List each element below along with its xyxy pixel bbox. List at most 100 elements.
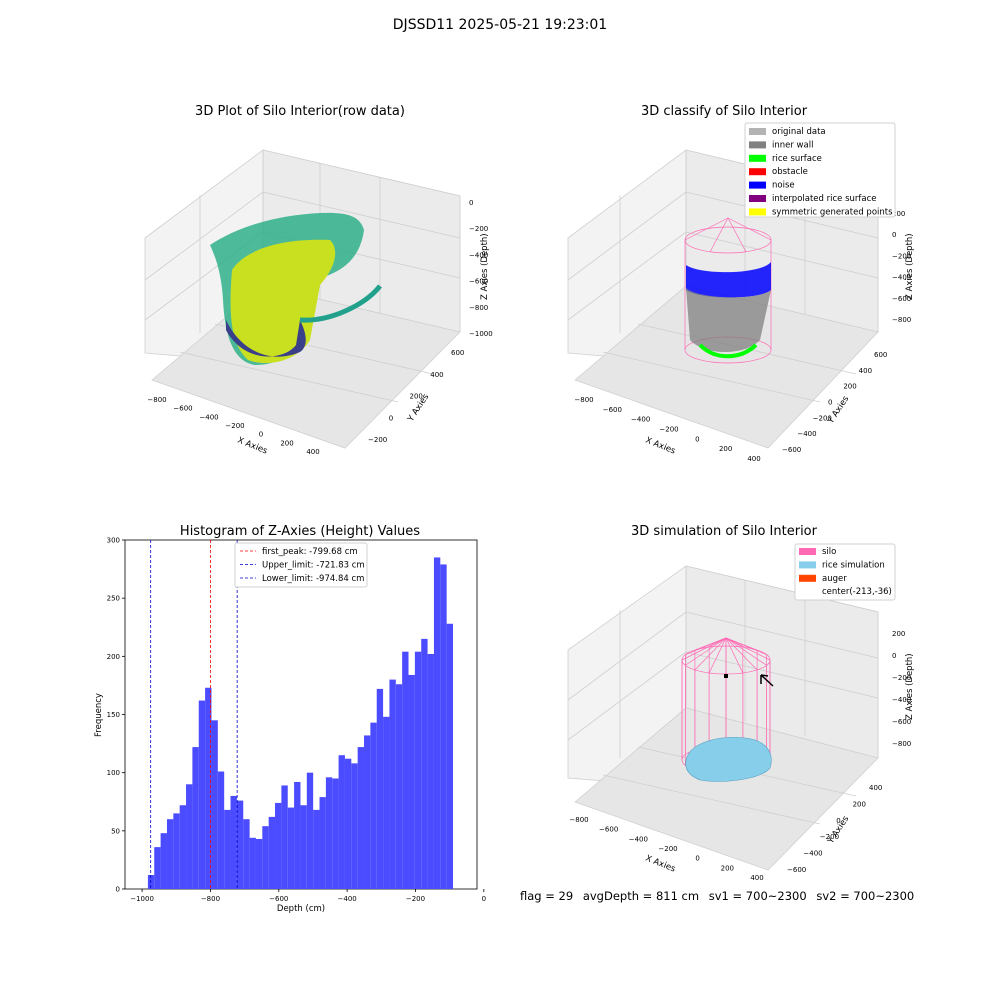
- raw-x-tick: 0: [259, 431, 263, 439]
- classify-x-tick: −400: [631, 416, 650, 424]
- simulation-z-tick: −800: [892, 740, 911, 748]
- simulation-silo-wireframe: [681, 637, 771, 775]
- status-avg-depth: avgDepth = 811 cm: [582, 889, 700, 903]
- histogram-bar: [287, 807, 295, 889]
- raw-y-tick: 400: [430, 371, 443, 379]
- classify-z-tick: −200: [892, 252, 911, 260]
- histogram-bar: [414, 651, 422, 889]
- histogram-y-label: Frequency: [94, 693, 104, 737]
- classify-legend-item-swatch: [749, 168, 766, 176]
- histogram-bar: [211, 720, 218, 889]
- histogram-y-tick: 0: [116, 886, 120, 894]
- simulation-plot-title: 3D simulation of Silo Interior: [631, 524, 817, 539]
- histogram-x-label: Depth (cm): [277, 904, 325, 914]
- simulation-x-tick: 200: [721, 864, 734, 872]
- histogram-vlines: [150, 540, 238, 889]
- simulation-y-tick: 0: [836, 817, 840, 825]
- raw-y-ticks: −200 0 200 400 600: [368, 349, 464, 444]
- histogram-x-tick: −800: [201, 895, 220, 903]
- histogram-bar: [389, 679, 396, 889]
- simulation-z-tick: −400: [892, 696, 911, 704]
- histogram-bar: [306, 772, 314, 889]
- histogram-y-tick: 50: [111, 827, 120, 835]
- simulation-z-tick: −600: [892, 718, 911, 726]
- classify-x-tick: −200: [659, 426, 678, 434]
- histogram-bar: [376, 688, 384, 889]
- classify-legend-item-swatch: [749, 208, 766, 216]
- raw-cloud-front: [230, 239, 336, 364]
- histogram-bar: [383, 716, 390, 889]
- classify-rice-surface: [698, 343, 758, 359]
- classify-x-tick: 400: [747, 455, 760, 463]
- histogram-bar: [313, 809, 320, 889]
- simulation-x-tick: −400: [629, 835, 648, 843]
- classify-noise-band: [686, 262, 771, 298]
- raw-z-tick: −600: [469, 278, 488, 286]
- histogram-x-tick: −200: [406, 895, 425, 903]
- histogram-bar: [230, 795, 237, 889]
- classify-silo-wireframe: [684, 217, 772, 364]
- status-flag: flag = 29: [520, 889, 574, 903]
- simulation-legend-item-swatch: [799, 574, 816, 582]
- raw-y-tick: 600: [451, 349, 464, 357]
- simulation-x-label: X Axies: [644, 854, 677, 875]
- raw-x-tick: −600: [173, 405, 192, 413]
- classify-legend-item-swatch: [749, 195, 766, 202]
- raw-y-tick: −200: [368, 436, 387, 444]
- simulation-legend-item-swatch: [799, 548, 816, 555]
- raw-z-label: Z Axies (Depth): [480, 233, 490, 300]
- raw-z-ticks: 0 −200 −400 −600 −800 −1000: [469, 199, 493, 338]
- histogram-bar: [205, 687, 212, 889]
- histogram-x-ticks: −1000 −800 −600 −400 −200 0: [130, 889, 486, 903]
- histogram-bar: [198, 700, 206, 889]
- simulation-z-tick: 200: [892, 630, 905, 638]
- histogram-bar: [224, 809, 231, 889]
- raw-z-tick: −200: [469, 225, 488, 233]
- raw-x-tick: 200: [280, 439, 293, 447]
- histogram-bar: [243, 819, 250, 889]
- histogram-y-tick: 150: [107, 711, 120, 719]
- histogram-x-tick: −600: [269, 895, 288, 903]
- simulation-legend-item-label: center(-213,-36): [822, 587, 892, 597]
- histogram-y-ticks: 0 50 100 150 200 250 300: [107, 537, 125, 894]
- histogram-bar: [262, 826, 269, 889]
- simulation-y-tick: 200: [853, 800, 866, 808]
- classify-x-tick: −800: [574, 396, 593, 404]
- histogram-bar: [319, 797, 326, 889]
- classify-legend: original data inner wall rice surface obsta…: [744, 122, 896, 218]
- raw-x-label: X Axies: [236, 436, 269, 457]
- raw-x-tick: −400: [199, 413, 218, 421]
- classify-z-tick: 200: [892, 210, 905, 218]
- histogram-bar: [395, 684, 403, 889]
- histogram-bar: [236, 800, 244, 889]
- status-sv1: sv1 = 700~2300: [708, 889, 807, 903]
- classify-inner-wall: [686, 288, 771, 352]
- classify-legend-item-label: obstacle: [772, 167, 808, 177]
- raw-y-tick: 0: [389, 414, 393, 422]
- raw-z-tick: 0: [469, 199, 473, 207]
- histogram-x-tick: 0: [482, 895, 486, 903]
- raw-z-tick: −400: [469, 251, 488, 259]
- histogram-y-tick: 300: [107, 537, 120, 545]
- status-sv2: sv2 = 700~2300: [816, 889, 915, 903]
- simulation-legend-item-label: rice simulation: [822, 560, 885, 570]
- classify-z-label: Z Axies (Depth): [905, 233, 915, 300]
- simulation-x-ticks: −800 −600 −400 −200 0 200 400: [569, 816, 763, 882]
- histogram-bar: [186, 784, 193, 889]
- raw-x-tick: 400: [306, 448, 319, 456]
- simulation-x-tick: 0: [695, 855, 699, 863]
- classify-z-ticks: 200 0 −200 −400 −600 −800: [892, 210, 911, 324]
- simulation-z-tick: 0: [892, 652, 896, 660]
- raw-x-tick: −800: [147, 396, 166, 404]
- histogram-bars: [147, 557, 454, 889]
- histogram-plot: −1000 −800 −600 −400 −200 0 0 50 100 150 200 250 30…: [94, 537, 486, 915]
- histogram-legend: first_peak: -799.68 cm Upper_limit: -721.…: [234, 542, 368, 588]
- classify-y-tick: 0: [828, 399, 832, 407]
- histogram-bar: [294, 781, 301, 889]
- classify-x-tick: −600: [603, 406, 622, 414]
- classify-y-tick: 600: [874, 351, 887, 359]
- raw-3d-plot: −800 −600 −400 −200 0 200 400 −200 0 200 400 600 0…: [144, 149, 493, 457]
